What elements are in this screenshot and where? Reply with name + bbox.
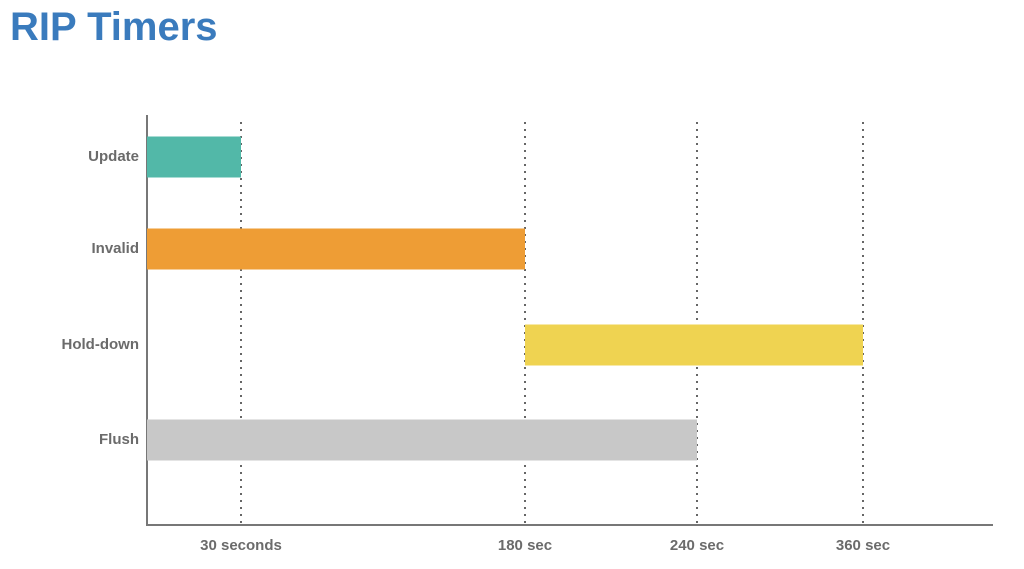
y-tick-label: Flush xyxy=(99,431,139,448)
bar xyxy=(147,136,241,178)
x-tick-label: 180 sec xyxy=(498,537,552,554)
y-tick-label: Hold-down xyxy=(62,336,139,353)
x-tick-label: 30 seconds xyxy=(200,537,282,554)
chart-title: RIP Timers xyxy=(10,5,218,49)
bar xyxy=(147,419,697,461)
y-tick-label: Update xyxy=(88,148,139,165)
x-tick-label: 240 sec xyxy=(670,537,724,554)
bar xyxy=(147,228,525,270)
x-tick-label: 360 sec xyxy=(836,537,890,554)
bar xyxy=(525,324,863,366)
y-tick-label: Invalid xyxy=(91,240,139,257)
